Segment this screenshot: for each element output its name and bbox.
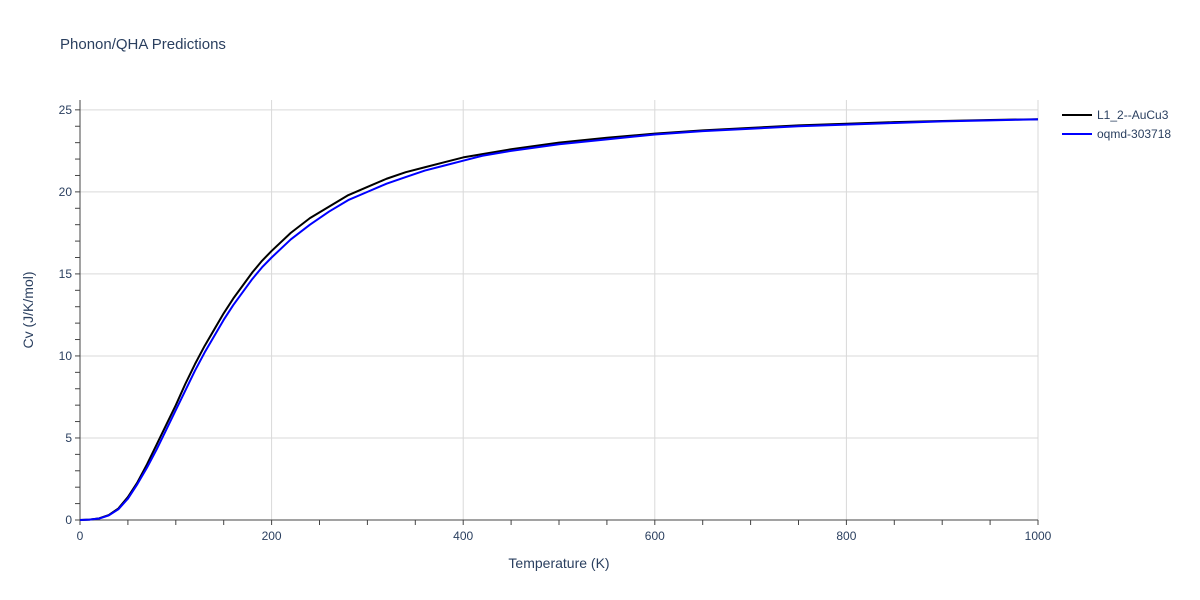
legend-label: oqmd-303718 xyxy=(1097,127,1171,141)
x-axis-title: Temperature (K) xyxy=(508,555,609,571)
y-tick-label: 15 xyxy=(59,267,73,281)
legend-item[interactable]: L1_2--AuCu3 xyxy=(1062,108,1169,122)
y-tick-label: 5 xyxy=(65,431,72,445)
y-tick-label: 25 xyxy=(59,103,73,117)
series-line-1[interactable] xyxy=(79,118,1039,521)
series-lines xyxy=(79,118,1039,521)
y-tick-labels: 0 5 10 15 20 25 xyxy=(59,103,73,527)
y-tick-label: 0 xyxy=(65,513,72,527)
axes xyxy=(75,100,1039,525)
y-axis-title: Cv (J/K/mol) xyxy=(20,272,36,349)
x-tick-label: 1000 xyxy=(1025,529,1052,543)
x-tick-label: 600 xyxy=(645,529,665,543)
grid-lines xyxy=(80,100,1039,520)
x-tick-label: 0 xyxy=(77,529,84,543)
legend-label: L1_2--AuCu3 xyxy=(1097,108,1169,122)
x-tick-labels: 0 200 400 600 800 1000 xyxy=(77,529,1052,543)
x-tick-label: 200 xyxy=(262,529,282,543)
y-tick-label: 10 xyxy=(59,349,73,363)
x-tick-label: 400 xyxy=(453,529,473,543)
x-tick-label: 800 xyxy=(836,529,856,543)
y-tick-label: 20 xyxy=(59,185,73,199)
legend-item[interactable]: oqmd-303718 xyxy=(1062,127,1171,141)
chart-title: Phonon/QHA Predictions xyxy=(60,36,226,53)
legend[interactable]: L1_2--AuCu3 oqmd-303718 xyxy=(1062,108,1171,141)
